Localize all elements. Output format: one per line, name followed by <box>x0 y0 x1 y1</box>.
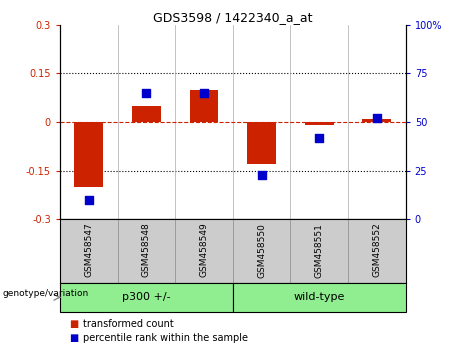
Title: GDS3598 / 1422340_a_at: GDS3598 / 1422340_a_at <box>153 11 313 24</box>
Text: transformed count: transformed count <box>83 319 174 329</box>
Point <box>200 90 207 96</box>
Bar <box>247 122 276 164</box>
Text: wild-type: wild-type <box>294 292 345 302</box>
Point <box>258 172 266 177</box>
Bar <box>233 283 406 312</box>
Text: GSM458550: GSM458550 <box>257 223 266 278</box>
Bar <box>305 122 334 125</box>
Text: p300 +/-: p300 +/- <box>122 292 171 302</box>
Text: GSM458549: GSM458549 <box>200 223 208 278</box>
Point <box>373 115 381 121</box>
Text: GSM458552: GSM458552 <box>372 223 381 278</box>
Text: genotype/variation: genotype/variation <box>2 289 89 298</box>
Bar <box>60 283 233 312</box>
Bar <box>132 106 161 122</box>
Bar <box>189 90 219 122</box>
Bar <box>362 119 391 122</box>
Text: ■: ■ <box>69 319 78 329</box>
Bar <box>74 122 103 187</box>
Text: GSM458551: GSM458551 <box>315 223 324 278</box>
Point <box>85 197 92 203</box>
Point <box>142 90 150 96</box>
Text: GSM458548: GSM458548 <box>142 223 151 278</box>
Text: GSM458547: GSM458547 <box>84 223 93 278</box>
Point <box>315 135 323 141</box>
Text: ■: ■ <box>69 333 78 343</box>
Text: percentile rank within the sample: percentile rank within the sample <box>83 333 248 343</box>
